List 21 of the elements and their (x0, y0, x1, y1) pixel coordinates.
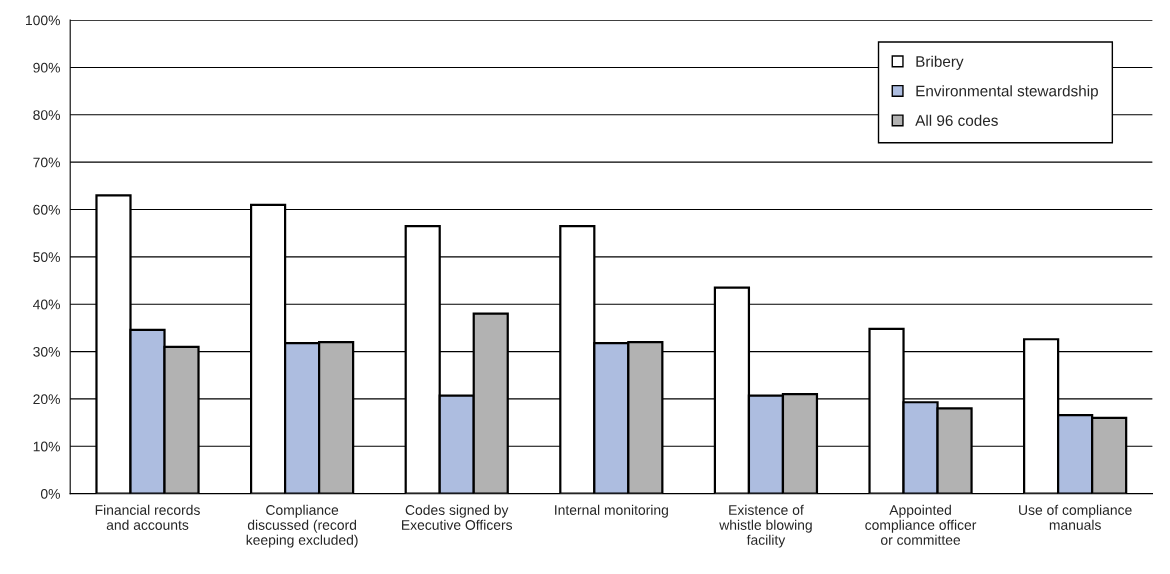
y-tick-label: 100% (26, 15, 60, 26)
y-tick-label: 60% (33, 204, 60, 215)
x-tick-label: Appointed compliance officer or committee (865, 504, 977, 545)
y-tick-label: 80% (33, 110, 60, 120)
x-tick-label: Use of compliance manuals (1019, 504, 1132, 530)
y-tick-label: 90% (33, 62, 60, 73)
y-tick-label: 20% (33, 394, 60, 405)
legend-label: All 96 codes (915, 114, 998, 126)
legend-label: Bribery (916, 55, 964, 70)
x-tick-label: Compliance discussed (record keeping excluded) (246, 504, 358, 548)
y-tick-label: 70% (33, 157, 60, 168)
y-tick-label: 10% (33, 441, 60, 452)
x-tick-label: Internal monitoring (555, 504, 668, 518)
x-tick-label: Existence of whistle blowing facility (719, 504, 812, 548)
y-tick-label: 0% (40, 488, 60, 499)
y-tick-label: 30% (33, 346, 60, 357)
legend-label: Environmental stewardship (916, 85, 1098, 100)
x-tick-label: Financial records and accounts (95, 504, 200, 530)
y-tick-label: 40% (33, 299, 60, 310)
x-tick-label: Codes signed by Executive Officers (402, 504, 513, 530)
y-tick-label: 50% (33, 252, 60, 263)
